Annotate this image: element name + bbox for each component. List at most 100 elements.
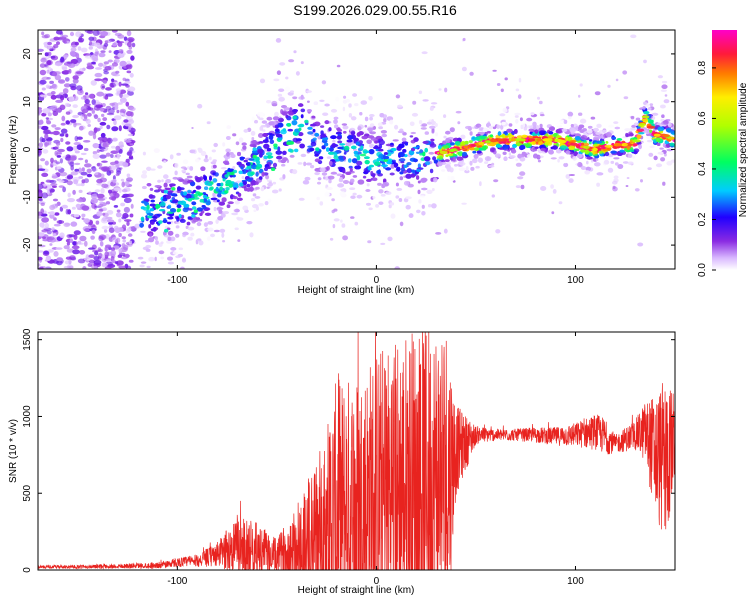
spectrogram-cell: [484, 156, 492, 162]
spectrogram-cell: [488, 125, 493, 130]
spectrogram-cell: [428, 151, 435, 155]
spectrogram-cell: [148, 194, 154, 199]
spectrogram-cell: [249, 232, 254, 238]
spectrogram-cell: [215, 219, 219, 225]
spectrogram-cell: [226, 151, 230, 157]
spectrogram-cell: [205, 200, 211, 206]
spectrogram-cell: [306, 90, 312, 93]
spectrogram-cell: [449, 127, 455, 133]
spectrogram-cell: [92, 30, 100, 36]
spectrogram-cell: [191, 214, 196, 218]
spectrogram-cell: [78, 189, 83, 193]
spectrogram-cell: [74, 150, 80, 154]
spectrogram-cell: [381, 161, 386, 166]
spectrogram-cell: [120, 144, 124, 148]
spectrogram-cell: [99, 121, 107, 126]
spectrogram-cell: [128, 259, 134, 263]
spectrogram-cell: [190, 232, 195, 237]
spectrogram-cell: [250, 130, 256, 136]
spectrogram-cell: [568, 145, 576, 151]
spectrogram-cell: [251, 140, 257, 145]
spectrogram-cell: [60, 128, 68, 134]
spectrogram-cell: [656, 142, 661, 146]
spectrogram-cell: [65, 111, 71, 115]
spectrogram-cell: [66, 146, 74, 152]
spectrogram-cell: [334, 124, 339, 129]
spectrogram-cell: [102, 196, 107, 200]
spectrogram-cell: [105, 152, 111, 157]
spectrogram-cell: [101, 183, 109, 188]
spectrogram-cell: [381, 164, 388, 168]
spectrogram-cell: [130, 203, 134, 209]
spectrogram-cell: [73, 122, 82, 126]
snr-x-label: Height of straight line (km): [298, 585, 415, 596]
spectrogram-cell: [68, 68, 72, 74]
spectrogram-cell: [540, 114, 545, 117]
spectrogram-cell: [193, 209, 198, 214]
spectrogram-cell: [38, 108, 43, 114]
spectrogram-cell: [218, 209, 223, 214]
spectrogram-cell: [75, 203, 81, 209]
spectrogram-cell: [407, 183, 414, 188]
x-tick-label: 0: [374, 576, 380, 587]
spectrogram-cell: [306, 109, 312, 113]
spectrogram-cell: [369, 164, 374, 168]
spectrogram-cell: [183, 167, 188, 171]
spectrogram-cell: [189, 149, 196, 154]
spectrogram-cell: [252, 193, 257, 197]
spectrogram-cell: [112, 42, 117, 47]
y-tick-label: -20: [22, 237, 33, 252]
spectrogram-cell: [177, 253, 183, 258]
spectrogram-cell: [86, 173, 93, 178]
spectrogram-cell: [118, 81, 122, 87]
spectrogram-cell: [174, 170, 178, 176]
spectrogram-cell: [540, 186, 547, 191]
spectrogram-cell: [161, 179, 164, 183]
spectrogram-cell: [196, 207, 203, 212]
spectrogram-cell: [212, 178, 218, 183]
spectrogram-cell: [429, 106, 434, 111]
spectrogram-cell: [116, 209, 121, 213]
spectrogram-cell: [74, 41, 79, 46]
spectrogram-cell: [67, 63, 76, 68]
spectrogram-cell: [63, 265, 72, 269]
spectrogram-cell: [93, 42, 101, 47]
spectrogram-cell: [431, 119, 434, 125]
spectrogram-cell: [443, 135, 447, 139]
spectrogram-cell: [196, 217, 200, 221]
spectrogram-cell: [310, 123, 317, 127]
spectrogram-cell: [62, 88, 69, 94]
spectrogram-cell: [544, 141, 550, 146]
spectrogram-cell: [385, 167, 391, 171]
spectrogram-cell: [667, 122, 672, 128]
spectrogram-cell: [50, 94, 57, 100]
spectrogram-cell: [241, 176, 245, 180]
spectrogram-cell: [266, 147, 272, 152]
x-tick-label: 0: [374, 275, 380, 286]
spectrogram-cell: [367, 135, 375, 139]
spectrogram-cell: [107, 108, 115, 114]
spectrogram-cell: [206, 121, 211, 125]
spectrogram-cell: [405, 204, 411, 210]
spectrogram-cell: [216, 183, 222, 187]
spectrogram-cell: [350, 130, 356, 136]
spectrogram-cell: [248, 158, 255, 161]
spectrogram-cell: [209, 175, 212, 181]
spectrogram-cell: [321, 172, 328, 176]
spectrogram-cell: [39, 266, 44, 269]
spectrogram-cell: [197, 238, 202, 242]
spectrogram-cell: [267, 198, 272, 203]
spectrogram-cell: [288, 59, 295, 63]
spectrogram-cell: [369, 131, 377, 135]
spectrogram-cell: [126, 49, 133, 54]
spectrogram-cell: [140, 230, 146, 233]
spectrogram-cell: [39, 63, 46, 68]
spectrogram-cell: [399, 221, 404, 227]
spectrogram-cell: [268, 121, 275, 126]
spectrogram-cell: [503, 131, 508, 135]
spectrogram-cell: [326, 156, 332, 159]
spectrogram-cell: [238, 137, 244, 143]
spectrogram-cell: [41, 217, 49, 223]
spectrogram-cell: [53, 251, 59, 257]
spectrogram-cell: [443, 114, 447, 118]
